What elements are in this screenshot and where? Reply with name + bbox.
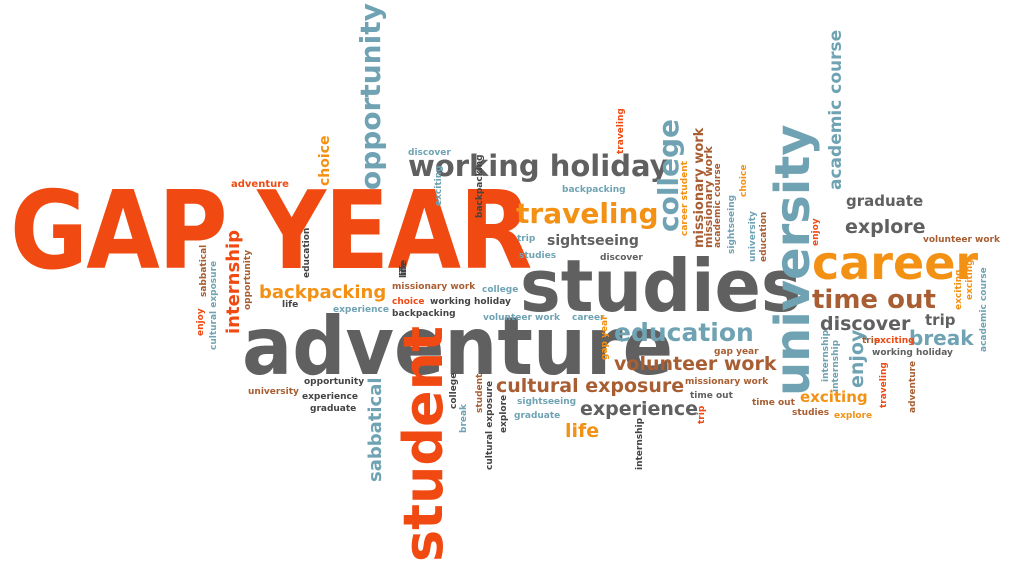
word-academic-course: academic course (826, 29, 846, 190)
word-studies-tiny: studies (792, 408, 830, 418)
word-traveling: traveling (516, 197, 659, 230)
word-internship-vert-2: internship (821, 329, 831, 382)
word-discover: discover (820, 313, 911, 335)
word-traveling-vert: traveling (879, 362, 889, 408)
word-trip-small: trip (517, 234, 536, 244)
word-working-holiday-small: working holiday (872, 348, 953, 358)
word-life-small: life (282, 300, 299, 310)
word-exciting-tiny: exciting (434, 165, 444, 206)
word-career-student-vert: career student (680, 161, 690, 236)
word-traveling-small: traveling (616, 108, 626, 154)
word-sabbatical-vert-small: sabbatical (199, 244, 209, 297)
word-academic-course-small: academic course (979, 267, 989, 352)
word-opportunity-vert-small: opportunity (243, 249, 253, 310)
word-trip: trip (925, 311, 956, 329)
word-gap-year-vert: gap year (600, 315, 610, 360)
word-education: education (614, 318, 754, 347)
gap-year-title: GAP YEAR (10, 169, 532, 294)
word-life-vert: life (399, 261, 409, 278)
word-volunteer-work: volunteer work (614, 353, 777, 375)
word-career: career (812, 236, 979, 290)
word-student: student (392, 326, 455, 562)
word-time-out-tiny: time out (752, 398, 795, 408)
word-time-out-small: time out (690, 391, 733, 401)
word-graduate-tiny: graduate (514, 411, 561, 421)
word-volunteer-work-right: volunteer work (923, 235, 1000, 245)
word-backpacking-tiny: backpacking (392, 309, 456, 319)
word-opportunity: opportunity (354, 3, 387, 190)
word-explore-vert: explore (499, 394, 509, 433)
word-cultural-exposure-vert-2: cultural exposure (485, 380, 495, 470)
word-trip-tiny: trip (862, 336, 881, 346)
word-backpacking-mini: backpacking (475, 154, 485, 218)
word-backpacking: backpacking (259, 282, 387, 303)
word-sightseeing-vert: sightseeing (727, 194, 737, 254)
word-internship-vert-tiny: internship (635, 417, 645, 470)
word-choice-small: choice (392, 297, 425, 307)
word-sabbatical: sabbatical (365, 377, 386, 482)
word-sightseeing-small: sightseeing (517, 397, 577, 407)
word-enjoy-vert: enjoy (811, 218, 821, 246)
word-backpacking-small: backpacking (562, 185, 626, 195)
word-studies-small: studies (519, 251, 557, 261)
word-internship: internship (223, 229, 244, 334)
word-exciting-small: exciting (874, 336, 915, 346)
word-volunteer-work-small: volunteer work (483, 313, 560, 323)
word-choice-vert: choice (739, 164, 749, 197)
word-cultural-exposure-vert: cultural exposure (209, 260, 219, 350)
word-college-vert: college (449, 372, 459, 409)
word-studies: studies (520, 244, 802, 328)
word-university-vert-small: university (748, 211, 758, 262)
word-internship-vert-small: internship (831, 339, 841, 392)
word-break-vert: break (459, 403, 469, 433)
word-adventure-vert: adventure (908, 360, 918, 413)
word-graduate-small: graduate (310, 404, 357, 414)
word-student-vert-small: student (475, 373, 485, 413)
word-break: break (909, 326, 974, 350)
word-time-out: time out (812, 285, 936, 315)
word-gap-year-small: gap year (714, 347, 759, 357)
word-academic-course-vert: academic course (713, 163, 723, 248)
word-sightseeing: sightseeing (547, 233, 639, 249)
word-discover-small: discover (408, 148, 451, 158)
word-exciting: exciting (800, 388, 868, 406)
word-exciting-vert-2: exciting (965, 259, 975, 300)
word-discover-small-2: discover (600, 253, 643, 263)
word-education-vert: education (759, 211, 769, 262)
word-education-small: education (302, 227, 312, 278)
word-career-small: career (572, 313, 605, 323)
word-trip-vert: trip (697, 405, 707, 424)
word-experience: experience (580, 398, 699, 420)
word-graduate: graduate (846, 192, 924, 210)
word-experience-tiny: experience (302, 392, 358, 402)
word-enjoy-vert-small: enjoy (196, 308, 206, 336)
word-explore-small: explore (834, 411, 873, 421)
word-missionary-work-small: missionary work (685, 377, 769, 387)
word-adventure-small: adventure (231, 179, 289, 190)
word-life: life (565, 420, 600, 442)
word-missionary-work-mid: missionary work (392, 282, 476, 292)
word-university-small: university (248, 387, 299, 397)
word-explore: explore (845, 216, 926, 238)
word-college-small: college (482, 285, 519, 295)
word-adventure: adventure (242, 300, 674, 393)
word-working-holiday: working holiday (408, 149, 669, 183)
word-experience-small: experience (333, 305, 389, 315)
word-working-holiday-tiny: working holiday (430, 297, 511, 307)
word-opportunity-small: opportunity (304, 377, 365, 387)
word-cultural-exposure: cultural exposure (496, 375, 685, 397)
word-choice: choice (317, 135, 333, 186)
word-exciting-vert: exciting (954, 269, 964, 310)
word-college: college (652, 118, 685, 232)
